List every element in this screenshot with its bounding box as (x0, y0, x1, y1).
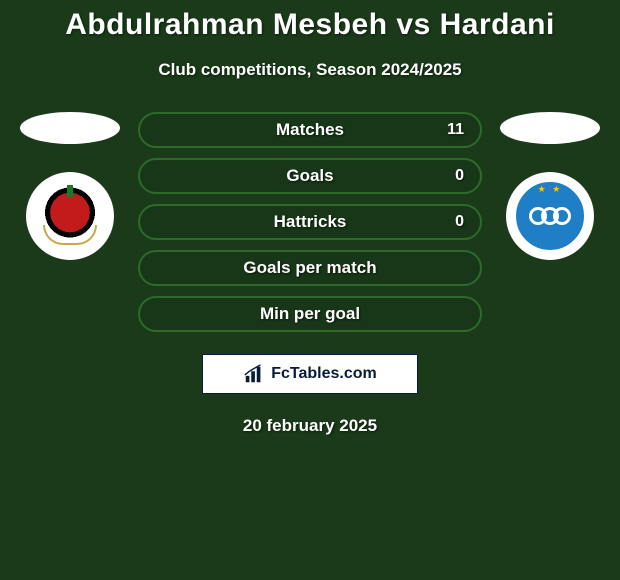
stats-list: Matches 11 Goals 0 Hattricks 0 Goals per… (138, 112, 482, 332)
stat-label: Goals (286, 166, 333, 186)
player-left-club-badge (26, 172, 114, 260)
comparison-card: Abdulrahman Mesbeh vs Hardani Club compe… (0, 0, 620, 436)
bar-chart-icon (243, 363, 265, 385)
club-crest-right-icon (512, 178, 588, 254)
stat-value-right: 0 (455, 213, 464, 231)
page-subtitle: Club competitions, Season 2024/2025 (0, 60, 620, 80)
page-title: Abdulrahman Mesbeh vs Hardani (0, 8, 620, 42)
stat-row-hattricks: Hattricks 0 (138, 204, 482, 240)
stat-label: Goals per match (243, 258, 376, 278)
player-left-avatar-placeholder (20, 112, 120, 144)
stat-row-goals-per-match: Goals per match (138, 250, 482, 286)
stat-label: Hattricks (274, 212, 347, 232)
brand-badge[interactable]: FcTables.com (202, 354, 418, 394)
club-crest-left-icon (35, 181, 105, 251)
stat-value-right: 11 (447, 121, 464, 139)
stat-row-min-per-goal: Min per goal (138, 296, 482, 332)
stat-label: Matches (276, 120, 344, 140)
stat-row-goals: Goals 0 (138, 158, 482, 194)
stat-value-right: 0 (455, 167, 464, 185)
player-right-avatar-placeholder (500, 112, 600, 144)
player-right-club-badge (506, 172, 594, 260)
left-player-column (20, 112, 120, 260)
body-area: Matches 11 Goals 0 Hattricks 0 Goals per… (0, 112, 620, 332)
brand-text: FcTables.com (271, 365, 377, 383)
rings-icon (532, 207, 568, 225)
stat-label: Min per goal (260, 304, 360, 324)
date-label: 20 february 2025 (0, 416, 620, 436)
right-player-column (500, 112, 600, 260)
stat-row-matches: Matches 11 (138, 112, 482, 148)
